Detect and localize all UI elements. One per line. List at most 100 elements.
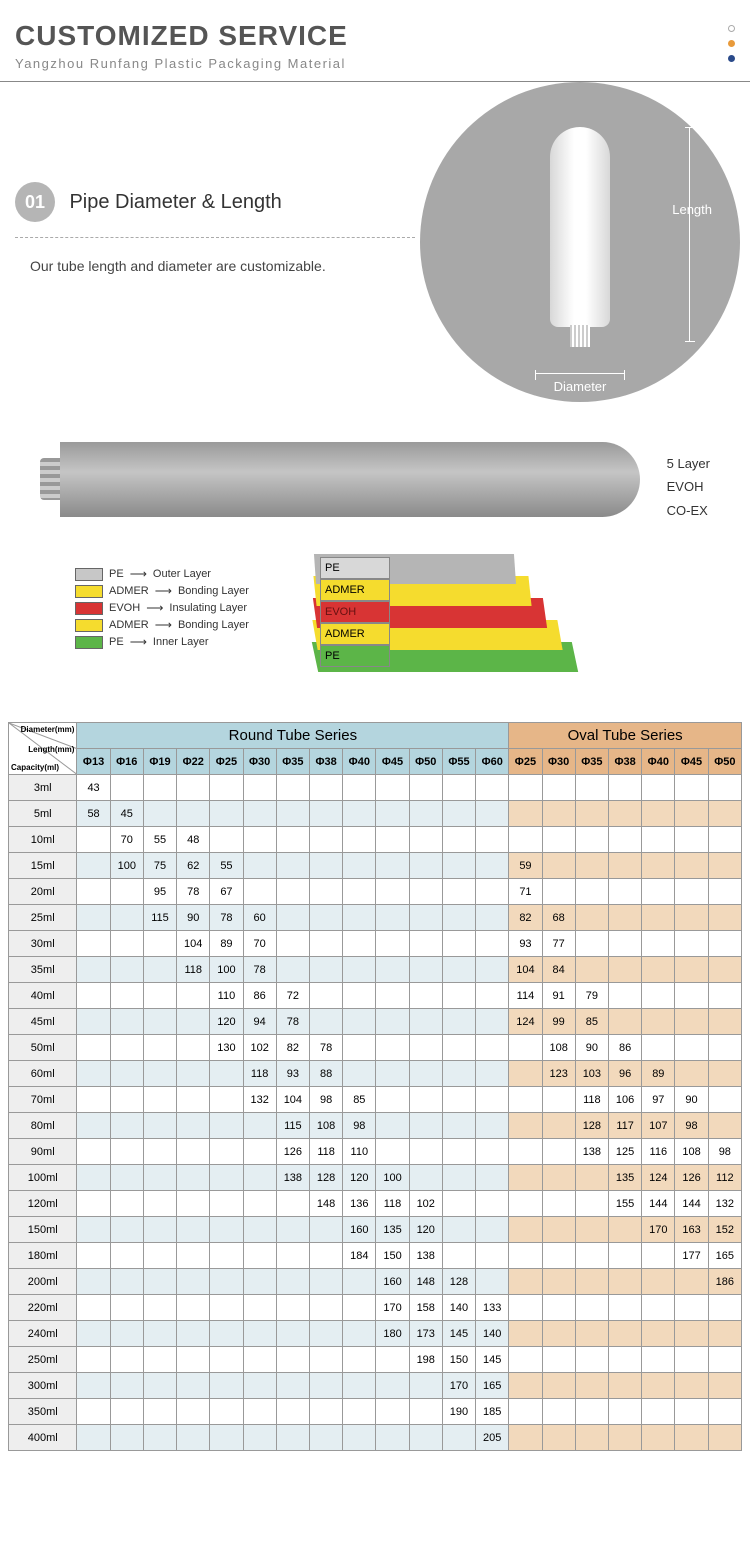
table-cell: [177, 983, 210, 1009]
table-cell: [442, 827, 475, 853]
col-header-round: Φ45: [376, 749, 409, 775]
table-cell: 79: [575, 983, 608, 1009]
table-cell: [177, 1321, 210, 1347]
table-cell: [708, 1425, 741, 1451]
table-cell: [77, 1217, 110, 1243]
table-cell: 128: [309, 1165, 342, 1191]
table-cell: [77, 1009, 110, 1035]
table-cell: 124: [509, 1009, 542, 1035]
table-cell: 120: [409, 1217, 442, 1243]
capacity-label: 45ml: [9, 1009, 77, 1035]
table-cell: [409, 801, 442, 827]
table-cell: [210, 1399, 243, 1425]
table-cell: [608, 931, 641, 957]
table-cell: [708, 1087, 741, 1113]
table-cell: [409, 1139, 442, 1165]
table-cell: 67: [210, 879, 243, 905]
table-cell: [509, 1373, 542, 1399]
table-cell: 160: [376, 1269, 409, 1295]
table-cell: 205: [476, 1425, 509, 1451]
table-cell: [575, 1165, 608, 1191]
table-cell: [177, 1191, 210, 1217]
table-cell: [143, 931, 176, 957]
table-cell: [243, 853, 276, 879]
table-cell: [675, 1425, 708, 1451]
table-cell: [708, 1373, 741, 1399]
table-cell: [177, 1269, 210, 1295]
table-cell: [708, 1061, 741, 1087]
table-cell: [476, 1165, 509, 1191]
table-cell: [608, 775, 641, 801]
side-label: 5 Layer: [667, 452, 710, 475]
table-cell: [675, 1061, 708, 1087]
table-cell: [177, 1087, 210, 1113]
table-cell: [509, 1191, 542, 1217]
table-cell: [343, 1035, 376, 1061]
legend-row: EVOH ⟶ Insulating Layer: [75, 601, 249, 615]
table-cell: 163: [675, 1217, 708, 1243]
table-cell: [509, 1295, 542, 1321]
capacity-label: 15ml: [9, 853, 77, 879]
table-cell: [110, 1243, 143, 1269]
table-cell: [110, 1009, 143, 1035]
table-cell: [642, 1009, 675, 1035]
table-cell: [608, 957, 641, 983]
table-cell: [243, 1243, 276, 1269]
table-cell: [509, 1087, 542, 1113]
col-header-oval: Φ45: [675, 749, 708, 775]
table-cell: [509, 801, 542, 827]
table-cell: [476, 775, 509, 801]
table-cell: [210, 775, 243, 801]
table-cell: 148: [409, 1269, 442, 1295]
table-cell: [442, 957, 475, 983]
legend-name: EVOH: [109, 602, 140, 614]
table-cell: [575, 879, 608, 905]
table-cell: [343, 957, 376, 983]
table-cell: [210, 1113, 243, 1139]
table-cell: [276, 957, 309, 983]
table-cell: [442, 905, 475, 931]
table-cell: [77, 1139, 110, 1165]
table-cell: 126: [675, 1165, 708, 1191]
table-cell: [376, 983, 409, 1009]
table-cell: [343, 1321, 376, 1347]
table-cell: [376, 1425, 409, 1451]
table-cell: [409, 1061, 442, 1087]
table-cell: [177, 1061, 210, 1087]
round-series-header: Round Tube Series: [77, 723, 509, 749]
table-cell: 90: [575, 1035, 608, 1061]
col-header-oval: Φ30: [542, 749, 575, 775]
table-cell: [409, 1009, 442, 1035]
table-cell: 150: [442, 1347, 475, 1373]
size-table-wrapper: Diameter(mm) Length(mm) Capacity(ml) Rou…: [0, 722, 750, 1471]
table-cell: [476, 957, 509, 983]
table-cell: [276, 1217, 309, 1243]
dot-icon: [728, 40, 735, 47]
table-cell: [608, 1009, 641, 1035]
table-cell: [143, 983, 176, 1009]
table-cell: 114: [509, 983, 542, 1009]
table-cell: [542, 1425, 575, 1451]
table-cell: [210, 1425, 243, 1451]
table-cell: [210, 1139, 243, 1165]
table-cell: [110, 775, 143, 801]
table-cell: 170: [442, 1373, 475, 1399]
table-cell: [542, 1191, 575, 1217]
cutaway-label: ADMER: [320, 623, 390, 645]
table-cell: [110, 1191, 143, 1217]
table-cell: 68: [542, 905, 575, 931]
table-cell: [177, 775, 210, 801]
table-cell: 140: [442, 1295, 475, 1321]
legend-name: PE: [109, 568, 124, 580]
table-cell: 118: [309, 1139, 342, 1165]
table-cell: 100: [210, 957, 243, 983]
table-cell: [442, 983, 475, 1009]
table-cell: [509, 827, 542, 853]
table-cell: [476, 1087, 509, 1113]
table-cell: [143, 1009, 176, 1035]
table-cell: 86: [608, 1035, 641, 1061]
table-cell: [409, 1165, 442, 1191]
table-cell: [442, 1139, 475, 1165]
table-cell: [309, 879, 342, 905]
table-cell: [675, 1373, 708, 1399]
